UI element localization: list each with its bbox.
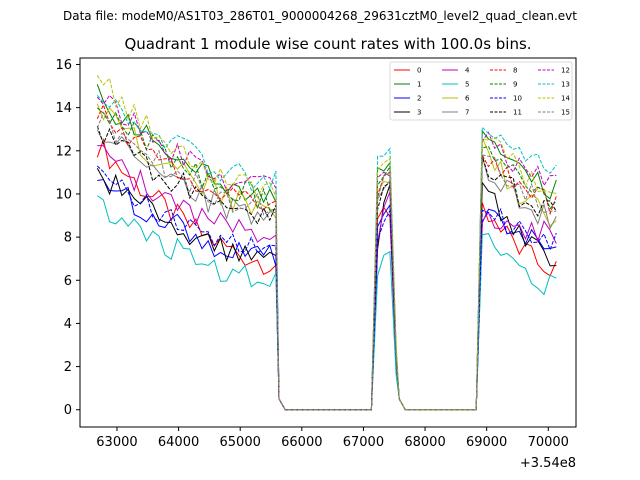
chart-suptitle: Data file: modeM0/AS1T03_286T01_90000042… xyxy=(63,9,577,23)
x-tick-label: 65000 xyxy=(220,435,261,450)
series-line-11 xyxy=(96,125,557,411)
y-tick-label: 12 xyxy=(55,144,72,159)
legend-label: 15 xyxy=(561,109,570,117)
series-line-14 xyxy=(96,75,557,411)
legend-box xyxy=(389,61,573,121)
legend-label: 10 xyxy=(513,95,522,103)
y-tick-label: 14 xyxy=(55,101,72,116)
series-line-1 xyxy=(96,84,557,411)
series-line-6 xyxy=(96,103,557,411)
series-line-5 xyxy=(97,195,557,411)
series-line-8 xyxy=(96,103,557,411)
legend-label: 4 xyxy=(465,67,470,75)
legend-label: 13 xyxy=(561,81,570,89)
y-tick-label: 8 xyxy=(64,231,72,246)
series-line-4 xyxy=(97,145,557,411)
x-tick-label: 64000 xyxy=(158,435,199,450)
series-line-2 xyxy=(97,178,557,411)
x-axis-offset-label: +3.54e8 xyxy=(520,456,576,471)
series-line-13 xyxy=(96,94,557,411)
legend-label: 3 xyxy=(417,109,421,117)
y-tick-label: 6 xyxy=(64,274,72,289)
series-line-0 xyxy=(96,138,557,411)
series-line-10 xyxy=(96,165,557,411)
legend-label: 6 xyxy=(465,95,470,103)
legend-label: 1 xyxy=(417,81,421,89)
y-tick-label: 0 xyxy=(64,403,72,418)
chart-title: Quadrant 1 module wise count rates with … xyxy=(124,35,531,53)
x-tick-label: 67000 xyxy=(343,435,384,450)
legend-label: 8 xyxy=(513,67,517,75)
legend-label: 14 xyxy=(561,95,570,103)
series-line-7 xyxy=(96,129,557,411)
y-tick-label: 16 xyxy=(55,58,72,73)
legend-label: 2 xyxy=(417,95,421,103)
series-line-12 xyxy=(96,94,557,411)
series-line-15 xyxy=(96,111,557,411)
x-tick-label: 66000 xyxy=(281,435,322,450)
x-tick-label: 68000 xyxy=(404,435,445,450)
y-tick-label: 2 xyxy=(64,360,72,375)
y-tick-label: 4 xyxy=(64,317,72,332)
plot-area-frame xyxy=(79,57,577,428)
x-tick-label: 69000 xyxy=(466,435,507,450)
legend-label: 0 xyxy=(417,67,421,75)
legend-label: 11 xyxy=(513,109,522,117)
legend-label: 12 xyxy=(561,67,570,75)
legend-label: 7 xyxy=(465,109,469,117)
series-line-9 xyxy=(96,107,557,411)
y-tick-label: 10 xyxy=(55,187,72,202)
x-tick-label: 70000 xyxy=(528,435,569,450)
x-tick-label: 63000 xyxy=(96,435,137,450)
legend-label: 5 xyxy=(465,81,469,89)
legend-label: 9 xyxy=(513,81,517,89)
